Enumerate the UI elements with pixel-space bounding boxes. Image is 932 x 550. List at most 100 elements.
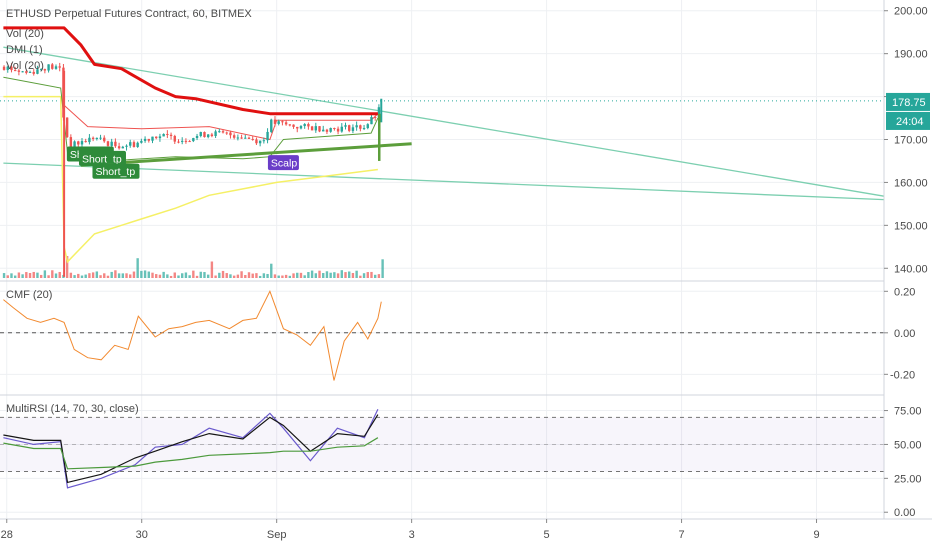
- candle-body: [6, 66, 9, 70]
- candle-body: [88, 137, 91, 143]
- candle-body: [143, 138, 147, 141]
- candle-body: [314, 126, 318, 131]
- cmf-legend[interactable]: CMF (20): [6, 289, 53, 301]
- rsi-line-2[interactable]: [3, 437, 379, 470]
- rsi-tick-label: 25.00: [894, 473, 922, 485]
- candle-body: [362, 128, 366, 130]
- candle-body: [169, 134, 173, 137]
- candle-body: [206, 134, 210, 138]
- volume-bar: [288, 275, 292, 278]
- volume-bar: [10, 273, 13, 278]
- candle-body: [51, 64, 54, 69]
- volume-bar: [155, 274, 158, 278]
- indicator-legend-dmi[interactable]: DMI (1): [6, 44, 43, 56]
- volume-bar: [43, 270, 47, 278]
- scalp-label[interactable]: Scalp: [267, 155, 299, 171]
- volume-bar: [218, 272, 221, 278]
- volume-bar: [69, 272, 73, 278]
- candle-body: [2, 66, 6, 70]
- candle-body: [25, 71, 28, 73]
- volume-bar: [344, 272, 347, 278]
- volume-bar: [281, 275, 284, 278]
- volume-bar: [140, 270, 143, 278]
- candle-body: [292, 124, 295, 127]
- indicator-legend-vol-2[interactable]: Vol (20): [6, 60, 44, 72]
- cmf-pane[interactable]: [0, 290, 884, 381]
- indicator-legend-vol[interactable]: Vol (20): [6, 28, 44, 40]
- volume-bar: [51, 270, 54, 278]
- volume-bar: [292, 273, 295, 278]
- candle-body: [47, 64, 50, 71]
- cmf-line[interactable]: [3, 290, 382, 381]
- resistance-line[interactable]: [3, 26, 378, 116]
- candle-body: [140, 140, 143, 143]
- volume-bar: [58, 271, 61, 278]
- volume-bar: [2, 273, 6, 278]
- candle-body: [288, 124, 292, 126]
- rsi-pane[interactable]: [0, 408, 884, 489]
- upper-band-line: [63, 104, 379, 141]
- volume-bar: [359, 275, 362, 278]
- volume-bar: [232, 275, 236, 278]
- short-tp-label[interactable]: Short_tp: [92, 163, 140, 179]
- volume-bar: [158, 274, 162, 278]
- candle-body: [21, 71, 24, 73]
- volume-bar: [348, 271, 351, 278]
- candle-body: [106, 141, 110, 146]
- candle-body: [184, 140, 188, 142]
- price-tick-label: 140.00: [894, 263, 928, 275]
- volume-bar: [299, 272, 303, 278]
- support-trendline[interactable]: [80, 142, 412, 167]
- rsi-tick-label: 75.00: [894, 406, 922, 418]
- candle-body: [333, 128, 336, 130]
- time-tick-label: Sep: [267, 529, 287, 541]
- price-tick-label: 160.00: [894, 177, 928, 189]
- volume-bar: [258, 275, 262, 278]
- volume-bar: [277, 275, 280, 278]
- candle-body: [244, 137, 247, 139]
- candle-body: [110, 141, 113, 146]
- candle-body: [214, 131, 217, 137]
- lower-channel-line[interactable]: [3, 162, 885, 201]
- price-tick-label: 150.00: [894, 220, 928, 232]
- volume-bar: [284, 274, 288, 278]
- candle-body: [73, 141, 76, 149]
- candle-body: [195, 135, 199, 139]
- symbol-title: ETHUSD Perpetual Futures Contract, 60, B…: [6, 8, 252, 20]
- volume-bar: [47, 275, 50, 278]
- candle-body: [273, 119, 277, 124]
- candle-body: [303, 124, 306, 127]
- candle-body: [162, 133, 165, 137]
- volume-bar: [262, 273, 266, 278]
- time-tick-label: 28: [1, 529, 13, 541]
- volume-bar: [195, 275, 199, 278]
- price-tick-label: 200.00: [894, 6, 928, 18]
- candle-body: [232, 135, 236, 138]
- candle-body: [158, 136, 162, 139]
- volume-bar: [373, 274, 377, 278]
- descending-trendline[interactable]: [3, 46, 885, 197]
- candle-body: [318, 126, 321, 132]
- volume-bar: [147, 271, 150, 278]
- volume-bar: [17, 272, 21, 278]
- volume-bar: [13, 275, 17, 278]
- candle-body: [121, 146, 125, 149]
- volume-bar: [151, 272, 154, 278]
- rsi-line-1[interactable]: [3, 414, 379, 484]
- candle-body: [366, 124, 369, 129]
- cmf-tick-label: -0.20: [890, 369, 915, 381]
- volume-bar: [333, 272, 336, 278]
- short-tp-label[interactable]: Short_tp: [78, 150, 126, 166]
- candle-body: [377, 107, 381, 118]
- candle-body: [225, 132, 228, 134]
- rsi-legend[interactable]: MultiRSI (14, 70, 30, close): [6, 403, 139, 415]
- volume-bar: [136, 258, 139, 278]
- time-tick-label: 30: [136, 529, 148, 541]
- volume-bar: [366, 272, 369, 278]
- volume-bar: [125, 273, 128, 278]
- volume-bar: [303, 275, 306, 278]
- candle-body: [266, 131, 269, 141]
